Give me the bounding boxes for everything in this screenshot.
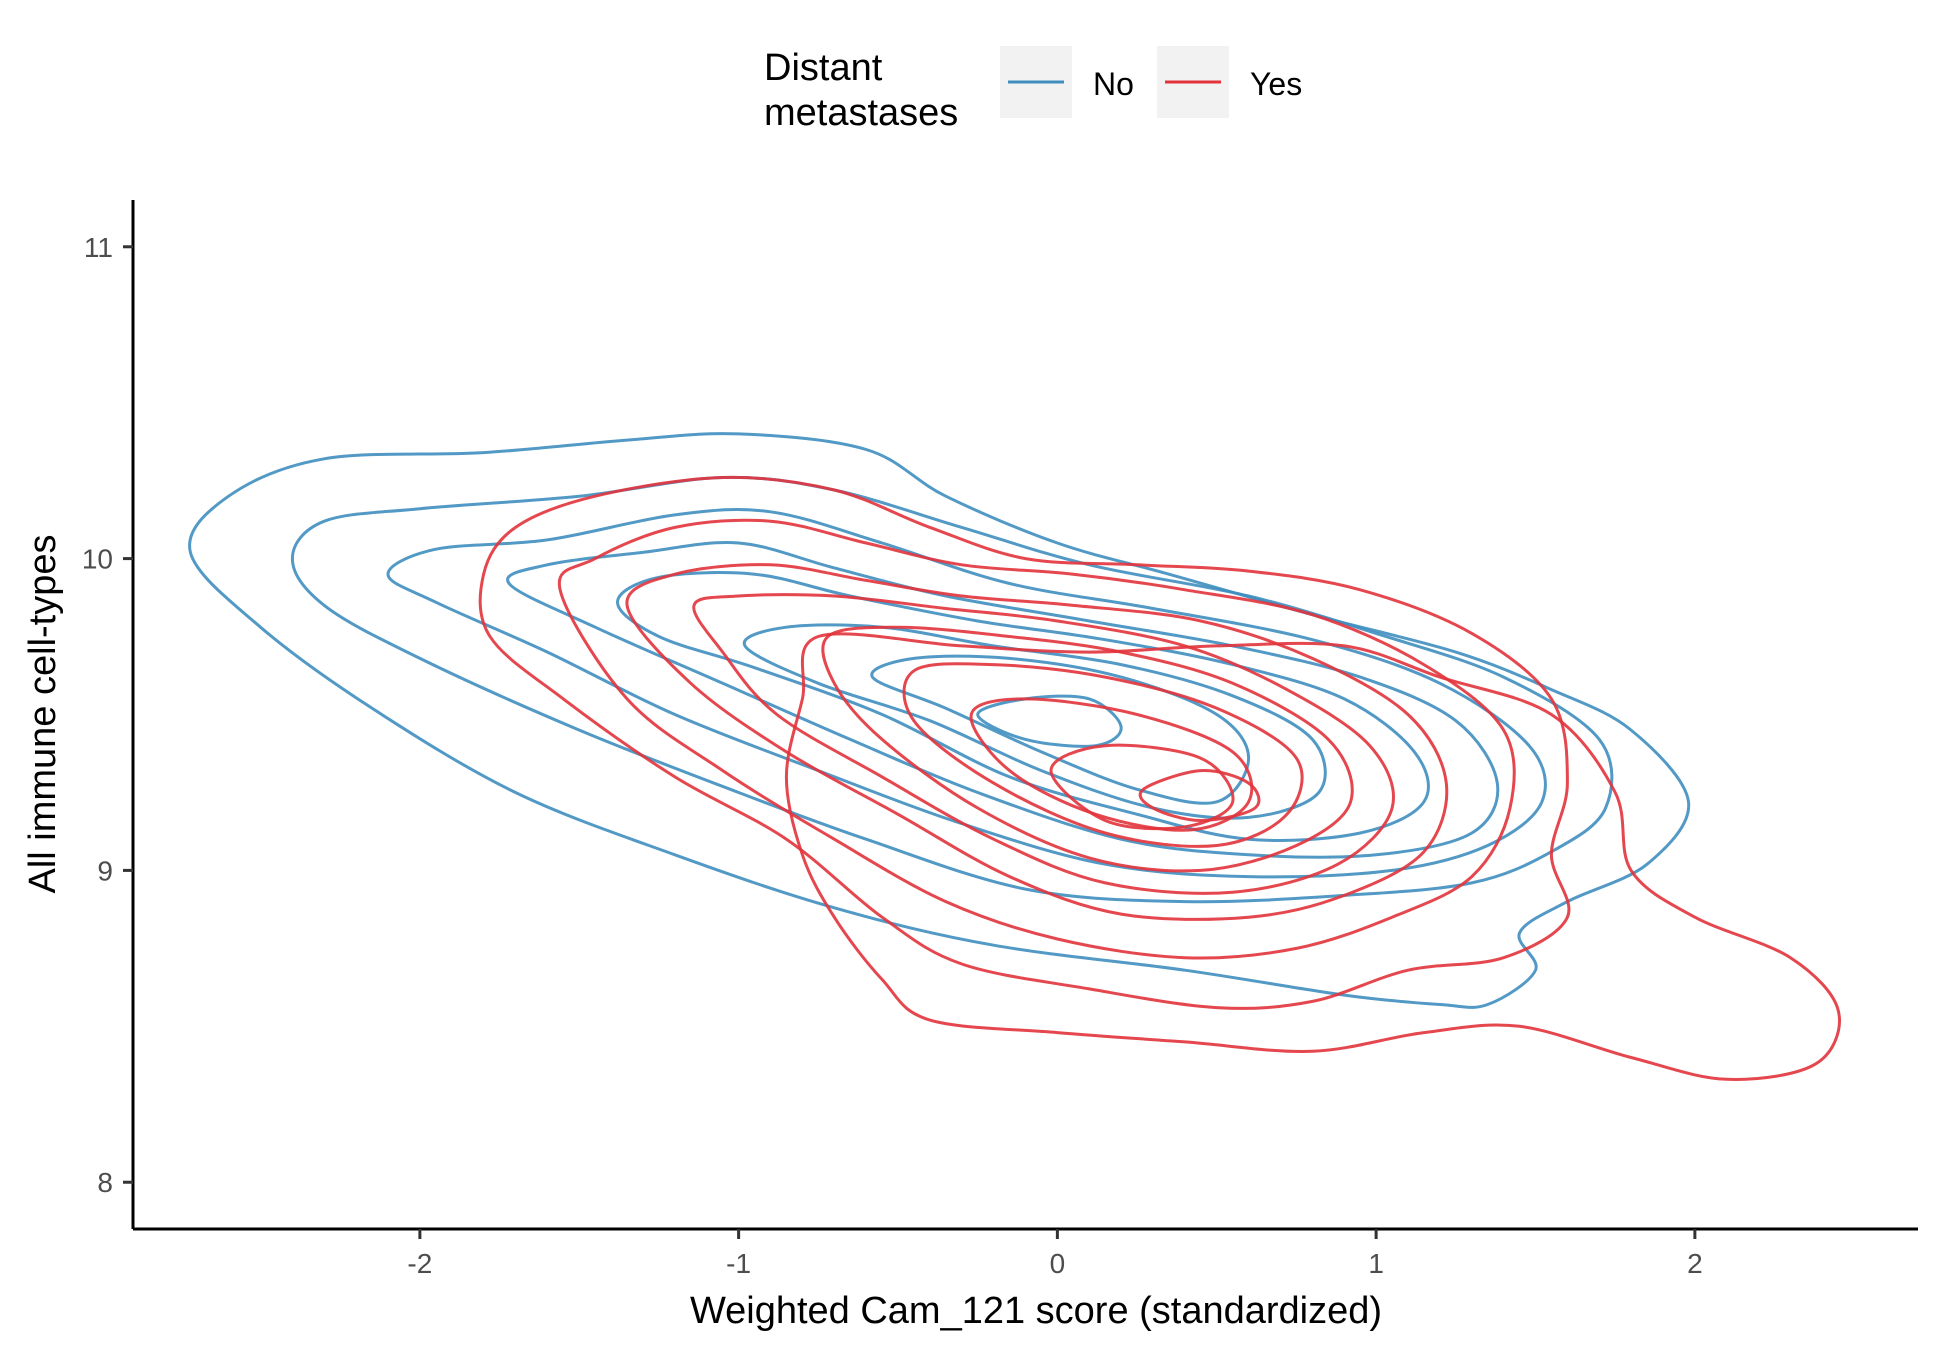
- contour-yes-level-2: [478, 475, 1571, 1010]
- contour-no-level-8: [976, 694, 1123, 748]
- contour-yes-level-4: [625, 563, 1449, 921]
- y-axis-ticks: 8 9 10 11: [82, 232, 133, 1198]
- legend-title-line1: Distant: [764, 47, 883, 89]
- x-tick-label: 0: [1050, 1248, 1066, 1279]
- contour-yes-level-3: [557, 518, 1516, 960]
- contour-no-level-1: [188, 432, 1691, 1009]
- legend: Distant metastases No Yes: [764, 46, 1302, 134]
- contour-yes-level-5: [692, 593, 1395, 895]
- x-tick-label: 2: [1687, 1248, 1703, 1279]
- legend-title-line2: metastases: [764, 92, 958, 134]
- contour-yes-level-9: [1049, 743, 1235, 831]
- contour-no-level-3: [386, 508, 1547, 879]
- contour-no-level-7: [870, 654, 1251, 805]
- x-tick-label: -1: [726, 1248, 751, 1279]
- y-tick-label: 11: [84, 232, 113, 263]
- y-tick-label: 8: [97, 1167, 113, 1198]
- contour-yes-level-8: [969, 697, 1254, 832]
- contour-layer: [188, 432, 1841, 1081]
- contour-no-level-2: [290, 475, 1614, 904]
- contour-yes-level-1: [784, 632, 1841, 1081]
- x-axis-ticks: -2 -1 0 1 2: [407, 1229, 1703, 1279]
- y-tick-label: 10: [82, 544, 113, 575]
- contour-yes-level-10: [1138, 769, 1261, 823]
- y-tick-label: 9: [97, 855, 113, 886]
- contour-yes-level-6: [821, 625, 1354, 873]
- x-tick-label: -2: [407, 1248, 432, 1279]
- x-axis-title: Weighted Cam_121 score (standardized): [690, 1290, 1382, 1332]
- legend-label-yes: Yes: [1250, 66, 1302, 102]
- contour-yes-level-7: [902, 662, 1304, 848]
- contour-no-level-6: [742, 623, 1327, 820]
- legend-label-no: No: [1093, 66, 1134, 102]
- contour-no-level-4: [506, 541, 1500, 859]
- x-tick-label: 1: [1368, 1248, 1384, 1279]
- y-axis-title: All immune cell-types: [22, 535, 64, 894]
